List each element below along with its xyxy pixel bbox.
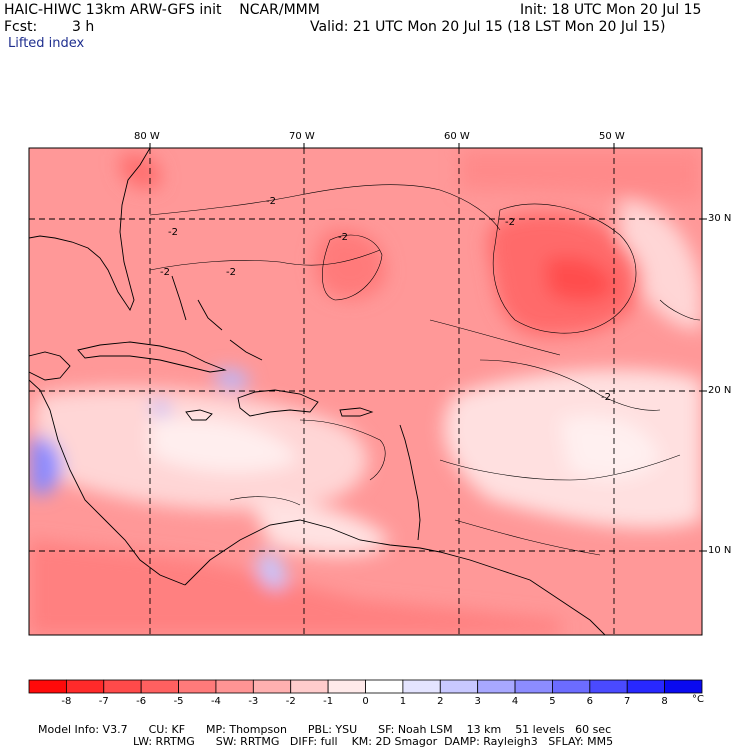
valid-time: Valid: 21 UTC Mon 20 Jul 15 (18 LST Mon … — [310, 19, 666, 35]
colorbar-swatch — [365, 679, 404, 694]
colorbar-swatch — [552, 679, 591, 694]
contour-label: -2 — [266, 196, 276, 207]
colorbar-swatch — [103, 679, 142, 694]
colorbar-swatch — [178, 679, 217, 694]
colorbar-tick-label: 2 — [437, 696, 443, 707]
lon-label-50w: 50 W — [599, 131, 625, 142]
coastlines — [29, 148, 606, 635]
colorbar-tick-label: -3 — [248, 696, 258, 707]
colorbar-tick-label: -5 — [174, 696, 184, 707]
contour-label: -2 — [505, 217, 515, 228]
lon-label-80w: 80 W — [134, 131, 160, 142]
lat-label-10n: 10 N — [708, 545, 732, 556]
colorbar-swatch — [28, 679, 67, 694]
contour-label: -2 — [226, 267, 236, 278]
contour-label: -2 — [160, 267, 170, 278]
model-info-item: KM: 2D Smagor — [351, 735, 438, 748]
colorbar-unit: °C — [692, 694, 704, 705]
colorbar-swatch — [215, 679, 254, 694]
colorbar-swatch — [514, 679, 553, 694]
model-info-item: LW: RRTMG — [133, 735, 195, 748]
colorbar-tick-label: 8 — [661, 696, 667, 707]
lat-label-20n: 20 N — [708, 385, 732, 396]
model-info-item: 51 levels — [515, 723, 565, 736]
model-info-item: Model Info: V3.7 — [38, 723, 128, 736]
lat-label-30n: 30 N — [708, 213, 732, 224]
colorbar-tick-label: -1 — [323, 696, 333, 707]
colorbar-tick-label: -2 — [286, 696, 296, 707]
colorbar-swatch — [664, 679, 703, 694]
forecast-label: Fcst: — [4, 19, 38, 35]
forecast-hour: 3 h — [72, 19, 95, 35]
map-ticks — [149, 143, 707, 552]
model-info-item: SFLAY: MM5 — [548, 735, 614, 748]
colorbar-swatch — [439, 679, 479, 694]
colorbar-tick-label: -4 — [211, 696, 221, 707]
contour-label: -2 — [168, 227, 178, 238]
colorbar-swatch — [65, 679, 105, 694]
lon-label-60w: 60 W — [444, 131, 470, 142]
colorbar-tick-label: -6 — [136, 696, 146, 707]
colorbar-tick-label: 5 — [549, 696, 555, 707]
colorbar-swatch — [140, 679, 179, 694]
plot-title: HAIC-HIWC 13km ARW-GFS init NCAR/MMM — [4, 2, 320, 18]
model-info-item: CU: KF — [148, 723, 186, 736]
colorbar-tick-label: 7 — [624, 696, 630, 707]
colorbar-swatch — [477, 679, 516, 694]
colorbar-swatch — [589, 679, 628, 694]
contour-label: -2 — [601, 392, 611, 403]
contour-label: -2 — [338, 232, 348, 243]
colorbar-swatch — [252, 679, 292, 694]
colorbar-tick-label: 6 — [587, 696, 593, 707]
map-field — [29, 148, 702, 635]
model-info-item: PBL: YSU — [307, 723, 358, 736]
model-info-item: SF: Noah LSM — [378, 723, 453, 736]
colorbar-tick-label: 0 — [362, 696, 368, 707]
colorbar-tick-label: 4 — [512, 696, 518, 707]
colorbar-swatch — [402, 679, 441, 694]
colorbar-tick-label: 1 — [400, 696, 406, 707]
model-info-line1: Model Info: V3.7 CU: KF MP: Thompson PBL… — [31, 712, 611, 736]
field-name: Lifted index — [8, 36, 85, 51]
colorbar-swatch — [327, 679, 366, 694]
model-info-item: DAMP: Rayleigh3 — [444, 735, 538, 748]
graticule — [29, 148, 702, 635]
colorbar-tick-label: -8 — [61, 696, 71, 707]
model-info-item: 60 sec — [575, 723, 612, 736]
model-info-item: DIFF: full — [289, 735, 338, 748]
colorbar-swatch — [290, 679, 329, 694]
model-info-item: 13 km — [466, 723, 502, 736]
model-info-item: MP: Thompson — [206, 723, 287, 736]
lon-label-70w: 70 W — [289, 131, 315, 142]
init-time: Init: 18 UTC Mon 20 Jul 15 — [520, 2, 702, 18]
model-info-line2: LW: RRTMG SW: RRTMG DIFF: full KM: 2D Sm… — [126, 724, 613, 748]
colorbar-tick-label: 3 — [474, 696, 480, 707]
colorbar-tick-label: -7 — [99, 696, 109, 707]
model-info-item: SW: RRTMG — [215, 735, 280, 748]
colorbar-swatch — [626, 679, 666, 694]
